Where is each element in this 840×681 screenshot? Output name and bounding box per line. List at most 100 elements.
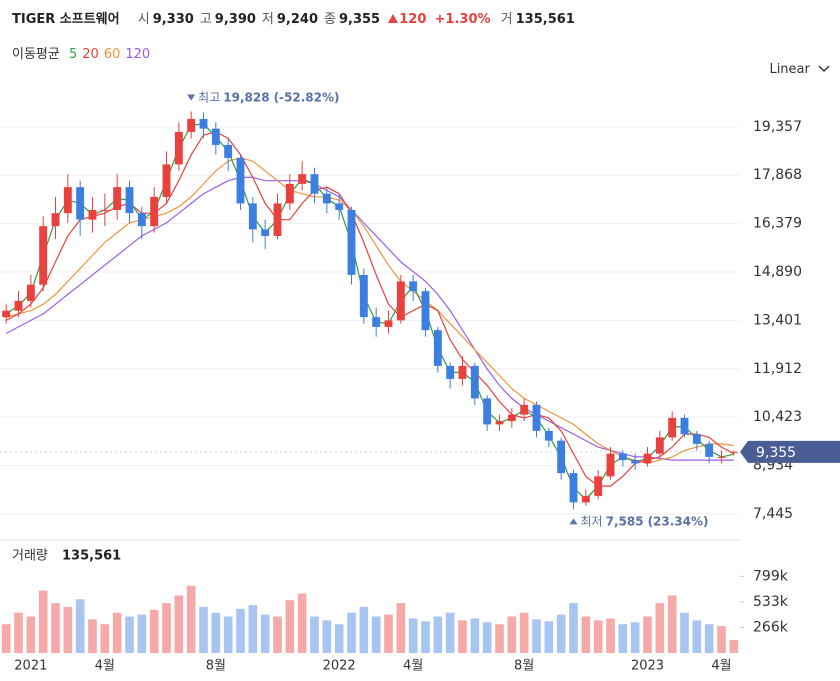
candle-body <box>137 213 146 227</box>
volume-bar <box>199 606 208 653</box>
annotation-value: 7,585 <box>606 514 644 528</box>
candle-body <box>261 229 270 236</box>
y-tick-label: 16,379 <box>753 216 802 232</box>
annotation-marker <box>187 94 196 101</box>
y-tick-label: 10,423 <box>753 409 802 425</box>
volume-bar <box>655 603 665 653</box>
volume-bar <box>112 612 122 653</box>
candle-body <box>359 274 368 318</box>
volume-bar <box>507 616 517 653</box>
volume-bar <box>667 595 677 653</box>
ma-label: 이동평균 <box>12 47 60 62</box>
candle-body <box>631 460 640 464</box>
volume-bar <box>297 593 307 653</box>
volume-bar <box>322 620 332 653</box>
annotation-note: (-52.82%) <box>274 90 340 104</box>
y-tick-label: 19,357 <box>753 119 802 135</box>
candle-body <box>88 209 97 220</box>
candle-body <box>594 476 603 496</box>
volume-tick-label: 533k <box>753 594 789 610</box>
volume-bar <box>371 616 381 653</box>
volume-bar <box>458 620 467 653</box>
candle-body <box>372 317 381 327</box>
candle-body <box>433 330 442 366</box>
volume-bar <box>581 616 591 653</box>
volume-bar <box>421 621 430 653</box>
candle-body <box>680 417 689 435</box>
y-tick-label: 14,890 <box>753 264 802 280</box>
summary-value: 9,240 <box>276 12 319 27</box>
volume-bar <box>643 616 652 653</box>
candle-body <box>322 193 331 204</box>
candle-body <box>581 495 590 503</box>
header: TIGER 소프트웨어 시 9,330 고 9,390 저 9,240 종 9,355 120… <box>12 8 575 27</box>
volume-bar <box>1 624 11 653</box>
volume-bar <box>630 622 640 653</box>
y-tick-label: 11,912 <box>753 361 802 377</box>
x-tick-label: 4월 <box>711 659 731 674</box>
candle-body <box>298 174 307 184</box>
candle-body <box>335 203 344 210</box>
volume-bar <box>137 614 147 653</box>
candle-body <box>248 203 257 230</box>
candle-body <box>76 187 85 220</box>
change: 120 <box>399 12 427 27</box>
candle-body <box>384 320 393 327</box>
volume-bar <box>51 603 60 653</box>
candle-body <box>100 209 109 211</box>
last-price-label: 9,355 <box>756 445 796 461</box>
volume-bar <box>273 616 282 653</box>
ma-line <box>5 131 735 487</box>
annotation-note: (23.34%) <box>648 514 709 528</box>
volume-bar <box>334 624 344 653</box>
x-tick-label: 8월 <box>206 659 226 674</box>
candle-body <box>643 453 652 464</box>
volume-bar <box>223 616 233 653</box>
volume-bar <box>248 605 258 653</box>
volume-bar <box>347 612 356 653</box>
candle-body <box>396 281 405 321</box>
ma-legend: 이동평균 5 20 60 120 <box>12 43 155 62</box>
summary-label: 시 <box>137 12 150 27</box>
volume-bar <box>433 616 443 653</box>
candle-body <box>495 421 504 425</box>
y-tick-label: 17,868 <box>753 167 802 183</box>
candle-body <box>310 174 319 194</box>
volume-bar <box>149 609 159 653</box>
ma-line <box>5 176 734 461</box>
candle-body <box>421 291 430 331</box>
volume-bar <box>717 626 726 653</box>
candle-body <box>14 300 23 311</box>
candle-body <box>483 398 492 425</box>
volume-bar <box>569 603 578 653</box>
annotation-text: 최고 19,828 (-52.82%) <box>198 90 339 104</box>
summary: 시 9,330 고 9,390 저 9,240 종 9,355 <box>132 12 380 27</box>
candle-body <box>39 226 48 285</box>
up-triangle <box>388 14 399 23</box>
volume-bar <box>704 624 714 653</box>
volume-bar <box>556 614 566 653</box>
scale-mode[interactable]: Linear <box>769 62 810 77</box>
candle-body <box>174 131 183 165</box>
scale-dropdown[interactable]: Linear <box>769 62 830 77</box>
candle-body <box>532 404 541 431</box>
x-tick-label: 2021 <box>14 659 47 674</box>
candle-body <box>668 417 677 438</box>
volume-bar <box>14 612 23 653</box>
candle-body <box>2 310 11 318</box>
volume-bar <box>100 624 110 653</box>
y-tick-label: 13,401 <box>753 312 802 328</box>
annotation-label: 최고 <box>198 90 220 104</box>
candle-body <box>211 128 220 145</box>
volume-bar <box>606 618 615 653</box>
candle-body <box>655 437 664 454</box>
volume-bar <box>544 621 554 653</box>
volume-bar <box>470 618 480 653</box>
candle-body <box>409 281 418 292</box>
summary-label: 종 <box>324 12 336 27</box>
candle-body <box>26 284 35 301</box>
volume-bar <box>482 622 492 653</box>
ma-legend-item: 120 <box>125 47 151 62</box>
volume-bar <box>692 620 702 653</box>
